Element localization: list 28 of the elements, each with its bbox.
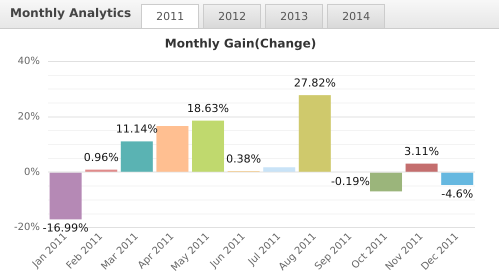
- y-tick-label: 40%: [18, 56, 40, 67]
- bar: [441, 172, 474, 185]
- text: 2013: [265, 4, 324, 28]
- text: 2012: [203, 4, 262, 28]
- bar: [156, 126, 188, 172]
- data-label: 3.11%: [404, 144, 440, 158]
- data-label: 0.96%: [84, 150, 119, 164]
- text: Monthly Analytics: [9, 6, 132, 22]
- y-tick-label: 0%: [24, 166, 40, 178]
- bar: [406, 164, 438, 172]
- data-label: -16.99%: [42, 222, 89, 235]
- data-label: 18.63%: [187, 102, 229, 115]
- y-tick-label: 20%: [18, 111, 40, 122]
- bar: [298, 95, 331, 172]
- text: 2011: [141, 4, 200, 28]
- data-label: -0.19%: [330, 175, 370, 188]
- data-label: 0.38%: [226, 152, 262, 166]
- bar: [263, 167, 296, 172]
- bar: [370, 172, 402, 192]
- y-tick-label: -20%: [14, 222, 40, 234]
- bar: [50, 172, 82, 220]
- bar: [192, 120, 224, 172]
- text: 2014: [327, 4, 386, 28]
- data-label: 11.14%: [116, 122, 158, 136]
- bar: [120, 141, 153, 172]
- data-label: -4.6%: [441, 187, 474, 200]
- chart-title: Monthly Gain(Change): [164, 36, 316, 50]
- data-label: 27.82%: [294, 76, 336, 90]
